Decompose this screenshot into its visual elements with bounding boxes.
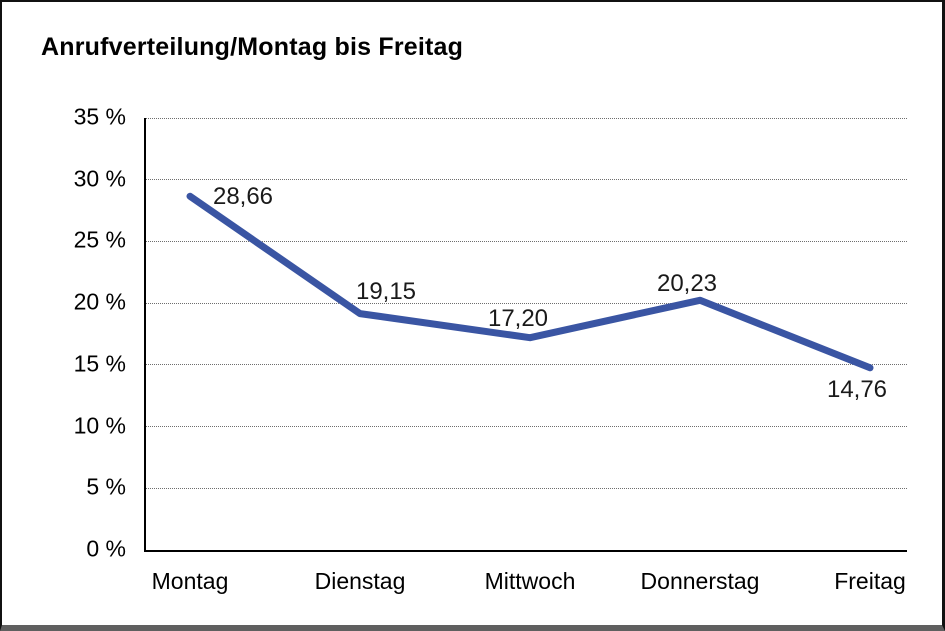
x-category-label: Montag: [151, 568, 229, 594]
data-point-label: 19,15: [355, 277, 417, 305]
series-polyline: [186, 192, 874, 372]
y-tick-label: 0 %: [86, 535, 126, 562]
y-tick-label: 15 %: [73, 350, 126, 377]
plot-area: 28,66 19,15 17,20 20,23 14,76: [146, 117, 907, 550]
gridline-30: [146, 179, 907, 181]
gridline-20: [146, 302, 907, 304]
data-point-label: 17,20: [487, 304, 549, 332]
y-axis-line: [144, 118, 146, 552]
x-axis-line: [144, 550, 907, 552]
x-category-label: Dienstag: [314, 568, 406, 594]
gridline-35: [146, 117, 907, 119]
gridline-15: [146, 364, 907, 366]
y-tick-label: 25 %: [73, 226, 126, 253]
x-category-label: Donnerstag: [640, 568, 760, 594]
chart-title: Anrufverteilung/Montag bis Freitag: [41, 33, 464, 61]
gridline-10: [146, 426, 907, 428]
data-point-label: 14,76: [826, 375, 888, 403]
data-point-label: 20,23: [656, 270, 718, 298]
gridline-25: [146, 240, 907, 242]
x-category-label: Freitag: [834, 568, 906, 594]
line-series: [186, 192, 874, 372]
y-tick-label: 10 %: [73, 411, 126, 438]
gridline-5: [146, 487, 907, 489]
y-tick-label: 5 %: [86, 473, 126, 500]
y-tick-label: 30 %: [73, 165, 126, 192]
y-tick-label: 20 %: [73, 288, 126, 315]
data-point-label: 28,66: [212, 183, 274, 211]
x-category-label: Mittwoch: [484, 568, 576, 594]
y-tick-label: 35 %: [73, 103, 126, 130]
